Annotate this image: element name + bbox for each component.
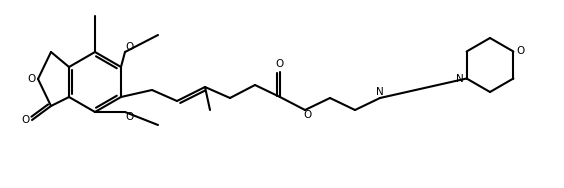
Text: N: N (456, 74, 464, 83)
Text: O: O (126, 112, 134, 122)
Text: O: O (126, 42, 134, 52)
Text: O: O (516, 46, 525, 57)
Text: N: N (376, 87, 384, 97)
Text: O: O (22, 115, 30, 125)
Text: O: O (304, 110, 312, 120)
Text: O: O (28, 74, 36, 84)
Text: O: O (276, 59, 284, 69)
